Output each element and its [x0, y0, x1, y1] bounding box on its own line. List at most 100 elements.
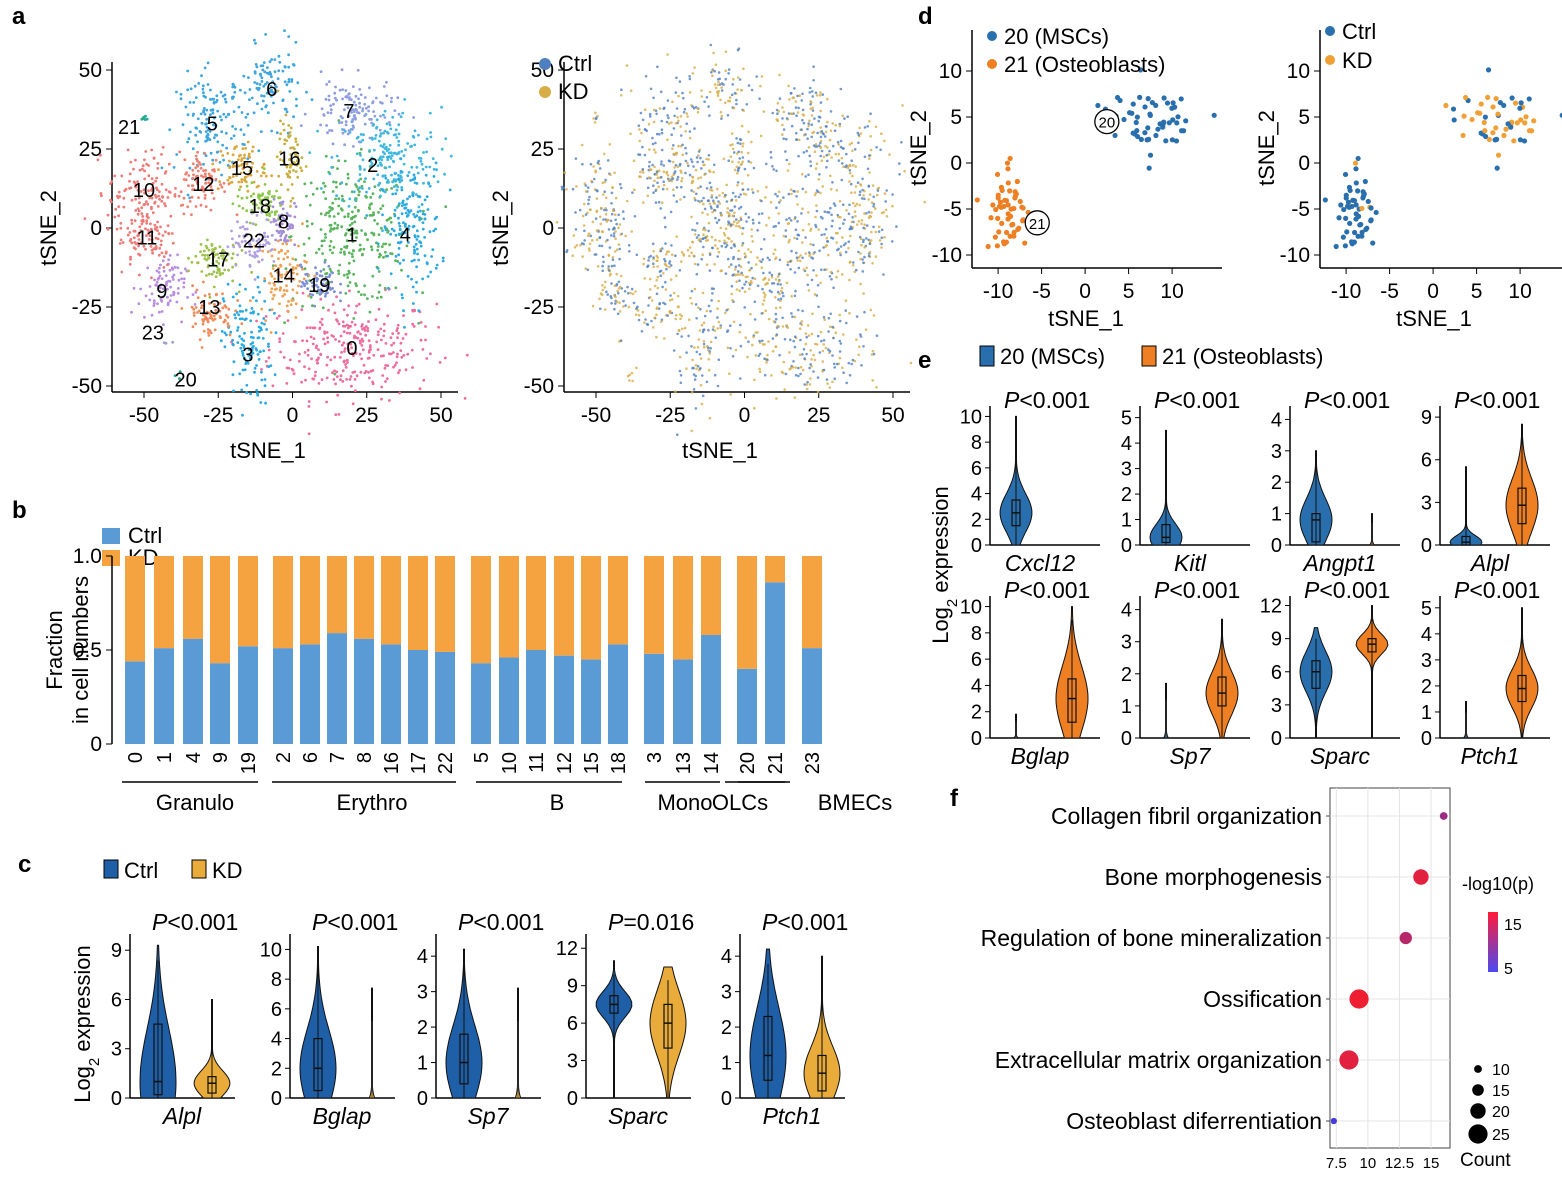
- a-cell-cluster-5: [202, 91, 205, 95]
- a-right-cell-kd: [685, 367, 688, 370]
- a-right-cell-kd: [648, 288, 652, 291]
- a-cell-cluster-12: [204, 181, 208, 185]
- a-right-cell-kd: [666, 53, 669, 56]
- a-cell-cluster-5: [200, 74, 203, 78]
- a-right-cell-kd: [860, 219, 864, 222]
- a-right-cell-kd: [764, 196, 767, 199]
- a-cell-cluster-4: [391, 192, 395, 196]
- a-cell-cluster-18: [270, 195, 274, 199]
- a-right-cell-ctrl: [788, 216, 791, 220]
- a-right-cell-ctrl: [832, 144, 835, 148]
- a-right-cell-kd: [647, 176, 651, 179]
- a-right-cell-kd: [699, 176, 703, 179]
- a-cell-cluster-17: [206, 265, 210, 269]
- a-right-cell-kd: [766, 353, 769, 357]
- a-cell-cluster-3: [234, 316, 237, 320]
- a-cell-cluster-7: [341, 116, 344, 120]
- a-right-cell-ctrl: [733, 244, 737, 248]
- d-left-ytick-label: 10: [939, 60, 962, 83]
- a-right-cell-ctrl: [654, 201, 658, 204]
- a-right-cell-kd: [594, 169, 597, 172]
- a-cell-cluster-16: [276, 89, 280, 93]
- a-cell-cluster-0: [279, 350, 282, 354]
- d-right-xtick-label: 10: [1508, 280, 1531, 303]
- b-xtick-label-18: 18: [608, 752, 630, 774]
- a-cell-cluster-10: [147, 164, 151, 167]
- a-right-cell-ctrl: [667, 116, 670, 120]
- a-right-cell-kd: [800, 320, 804, 323]
- a-cell-cluster-10: [151, 186, 154, 190]
- a-cell-cluster-19: [316, 285, 320, 289]
- a-cell-cluster-10: [136, 180, 140, 184]
- a-cell-cluster-12: [182, 178, 186, 181]
- a-cell-cluster-0: [343, 350, 346, 353]
- a-cell-cluster-0: [303, 351, 307, 354]
- a-right-cell-kd: [690, 215, 693, 219]
- a-right-cell-kd: [626, 374, 630, 378]
- a-cell-cluster-15: [244, 175, 248, 179]
- b-bar-kd-20: [737, 556, 757, 669]
- a-cell-cluster-14: [277, 271, 281, 274]
- a-cell-cluster-13: [190, 305, 194, 309]
- d-left-cell-osteo: [1011, 233, 1017, 239]
- a-cell-cluster-6: [270, 58, 273, 61]
- a-right-cell-kd: [829, 325, 832, 329]
- a-cell-cluster-8: [266, 235, 270, 239]
- a-right-cell-kd: [713, 83, 717, 86]
- e-Sparc-pvalue: P<0.001: [1304, 577, 1390, 603]
- a-cell-cluster-5: [219, 90, 223, 94]
- a-right-cell-kd: [692, 254, 696, 257]
- a-right-cell-ctrl: [598, 236, 602, 239]
- a-right-cell-ctrl: [676, 433, 679, 437]
- a-right-cell-ctrl: [872, 205, 875, 208]
- a-cell-cluster-8: [281, 207, 285, 211]
- a-cell-cluster-0: [360, 325, 364, 328]
- a-right-cell-ctrl: [832, 202, 836, 205]
- a-right-cell-kd: [677, 94, 680, 98]
- a-cell-cluster-1: [360, 253, 364, 257]
- a-cell-cluster-14: [253, 244, 257, 248]
- a-cell-cluster-0: [301, 339, 304, 342]
- a-cell-cluster-1: [363, 284, 367, 288]
- a-cell-cluster-1: [370, 245, 373, 249]
- a-cell-cluster-11: [170, 232, 174, 235]
- a-cell-cluster-1: [360, 229, 363, 232]
- a-cell-cluster-1: [350, 252, 354, 256]
- a-right-cell-kd: [869, 308, 873, 312]
- a-cell-cluster-2: [397, 132, 401, 136]
- d-left-cell-msc: [1157, 121, 1163, 127]
- e-Sp7-pvalue: P<0.001: [1154, 577, 1240, 603]
- a-right-cell-kd: [618, 301, 621, 305]
- a-right-cell-ctrl: [627, 244, 631, 247]
- a-right-cell-ctrl: [809, 103, 812, 106]
- a-right-cell-kd: [656, 286, 660, 290]
- a-cell-cluster-6: [296, 81, 300, 85]
- a-right-cell-kd: [603, 180, 607, 184]
- a-right-cell-ctrl: [660, 131, 664, 135]
- a-right-cell-ctrl: [622, 217, 625, 221]
- a-right-cell-kd: [678, 355, 682, 359]
- a-right-cell-ctrl: [707, 304, 711, 308]
- a-cell-cluster-1: [349, 233, 353, 236]
- a-right-cell-kd: [758, 367, 761, 371]
- a-right-cell-kd: [716, 327, 719, 330]
- a-right-cell-ctrl: [760, 247, 763, 251]
- a-right-cell-kd: [863, 212, 866, 215]
- a-right-cell-kd: [762, 110, 766, 113]
- a-right-cell-kd: [681, 327, 684, 331]
- a-cluster-label-3: 3: [242, 344, 253, 366]
- a-right-cell-kd: [718, 202, 722, 205]
- a-right-cell-ctrl: [744, 280, 748, 284]
- a-right-cell-kd: [731, 214, 735, 218]
- a-cell-cluster-9: [180, 277, 184, 281]
- a-cell-cluster-22: [230, 229, 233, 233]
- a-right-cell-ctrl: [849, 225, 853, 228]
- c-Sparc-ytick-label: 12: [556, 938, 578, 960]
- a-right-cell-ctrl: [714, 216, 717, 220]
- a-cell-cluster-14: [272, 281, 276, 285]
- a-cell-cluster-15: [262, 163, 266, 167]
- a-cell-cluster-2: [382, 143, 386, 146]
- a-cell-cluster-0: [320, 323, 324, 327]
- a-cell-cluster-2: [371, 137, 374, 141]
- a-right-cell-ctrl: [770, 282, 774, 285]
